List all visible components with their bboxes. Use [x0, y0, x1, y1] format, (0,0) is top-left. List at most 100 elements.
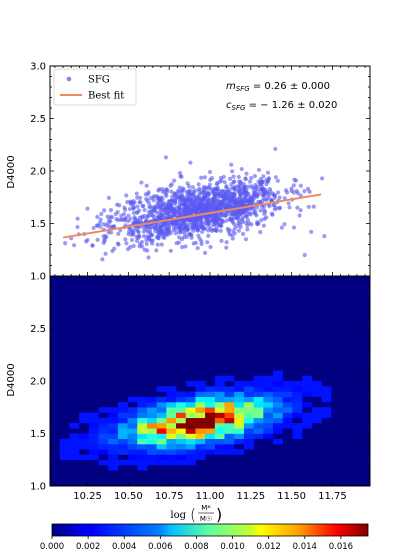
- scatter-point: [124, 193, 129, 198]
- scatter-point: [168, 248, 173, 253]
- scatter-point: [183, 225, 188, 230]
- histogram-cell: [146, 412, 157, 419]
- scatter-point: [228, 190, 233, 196]
- scatter-point: [258, 182, 264, 187]
- histogram-cell: [176, 412, 187, 419]
- histogram-cell: [137, 444, 148, 450]
- scatter-point: [230, 236, 235, 241]
- scatter-point: [293, 178, 299, 183]
- scatter-point: [261, 223, 266, 228]
- histogram-cell: [205, 396, 216, 403]
- histogram-cell: [146, 459, 157, 466]
- histogram-cell: [117, 428, 128, 434]
- histogram-cell: [156, 423, 167, 429]
- histogram-cell: [108, 423, 119, 429]
- histogram-cell: [146, 423, 157, 429]
- histogram-cell: [146, 407, 157, 413]
- histogram-cell: [59, 444, 70, 450]
- histogram-cell: [137, 428, 148, 434]
- scatter-point: [135, 204, 140, 209]
- histogram-cell: [185, 396, 196, 403]
- scatter-point: [209, 176, 215, 181]
- scatter-point: [121, 211, 127, 217]
- histogram-cell: [311, 391, 322, 398]
- histogram-cell: [146, 454, 157, 461]
- y-tick-label: 2.5: [30, 324, 46, 335]
- scatter-point: [134, 210, 140, 215]
- scatter-point: [240, 231, 246, 237]
- scatter-point: [258, 200, 263, 205]
- histogram-cell: [79, 444, 90, 450]
- scatter-point: [149, 232, 155, 238]
- histogram-cell: [166, 402, 177, 408]
- histogram-cell: [253, 407, 264, 413]
- scatter-point: [236, 174, 241, 179]
- histogram-cell: [166, 438, 177, 445]
- histogram-cell: [59, 449, 70, 455]
- histogram-cell: [88, 438, 99, 445]
- scatter-point: [142, 207, 147, 213]
- scatter-point: [144, 241, 149, 247]
- histogram-cell: [234, 428, 245, 434]
- histogram-cell: [282, 402, 293, 408]
- scatter-point: [131, 228, 136, 233]
- histogram-cell: [292, 407, 303, 413]
- scatter-point: [191, 201, 196, 206]
- scatter-point: [186, 189, 192, 195]
- histogram-cell: [69, 454, 80, 461]
- histogram-cell: [234, 402, 245, 408]
- scatter-point: [298, 208, 303, 213]
- scatter-point: [197, 191, 202, 196]
- scatter-point: [212, 192, 217, 197]
- histogram-cell: [311, 407, 322, 413]
- scatter-point: [259, 187, 264, 192]
- colorbar: 0.000 0.002 0.004 0.006 0.008 0.010 0.012 0.014…: [40, 523, 369, 552]
- scatter-point: [302, 189, 307, 194]
- y-tick-label: 1.0: [30, 482, 46, 493]
- scatter-point: [221, 192, 226, 197]
- histogram-cell: [195, 386, 206, 392]
- fit-annotation: mSFG = 0.26 ± 0.000 cSFG = − 1.26 ± 0.02…: [226, 81, 337, 112]
- histogram-cell: [253, 396, 264, 403]
- scatter-point: [182, 231, 188, 236]
- histogram-x-axis: 10.25 10.50 10.75 11.00 11.25 11.50 11.75: [54, 276, 366, 502]
- scatter-point: [215, 181, 220, 186]
- scatter-point: [184, 199, 189, 204]
- scatter-point: [85, 237, 90, 243]
- scatter-point: [146, 255, 151, 260]
- histogram-cell: [292, 391, 303, 398]
- scatter-point: [179, 188, 184, 193]
- histogram-y-label: D4000: [6, 363, 17, 396]
- histogram-cell: [292, 428, 303, 434]
- scatter-point: [156, 203, 162, 209]
- scatter-point: [187, 221, 192, 227]
- scatter-point: [249, 176, 254, 181]
- scatter-point: [227, 227, 232, 232]
- histogram-cell: [273, 438, 284, 445]
- histogram-cell: [253, 412, 264, 419]
- histogram-cell: [263, 423, 274, 429]
- legend-sfg-label: SFG: [88, 75, 110, 86]
- scatter-point: [188, 232, 193, 237]
- histogram-cell: [108, 417, 119, 424]
- histogram-cell: [205, 428, 216, 434]
- scatter-point: [241, 190, 247, 195]
- scatter-point: [106, 195, 111, 201]
- histogram-cell: [214, 402, 225, 408]
- histogram-cell: [117, 417, 128, 424]
- histogram-cell: [117, 459, 128, 466]
- histogram-cell: [214, 381, 225, 387]
- scatter-point: [223, 213, 228, 219]
- histogram-cell: [185, 433, 196, 440]
- scatter-point: [176, 195, 181, 200]
- scatter-point: [238, 181, 244, 186]
- histogram-cell: [176, 428, 187, 434]
- scatter-point: [155, 242, 160, 247]
- scatter-point: [205, 191, 211, 196]
- histogram-cell: [253, 381, 264, 387]
- scatter-point: [98, 217, 103, 222]
- scatter-point: [214, 228, 219, 233]
- scatter-point: [246, 184, 251, 189]
- histogram-cell: [98, 417, 109, 424]
- histogram-cell: [224, 375, 235, 382]
